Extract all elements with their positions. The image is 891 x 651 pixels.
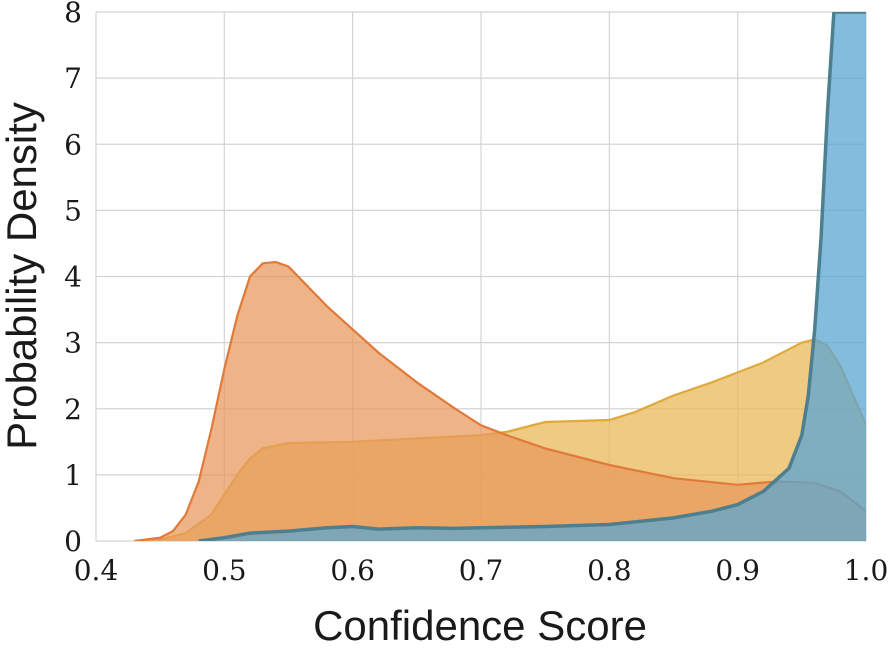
y-tick-label: 8 [64,0,82,29]
x-tick-label: 0.6 [330,554,375,587]
density-area-2 [134,262,866,541]
x-tick-label: 0.7 [459,554,504,587]
y-tick-label: 1 [64,459,82,492]
y-tick-label: 6 [64,128,82,161]
y-tick-label: 2 [64,393,82,426]
y-tick-label: 4 [64,261,82,294]
y-tick-label: 0 [64,525,82,558]
y-tick-label: 5 [64,194,82,227]
x-tick-label: 0.9 [715,554,760,587]
grid [95,11,867,542]
tick-labels: 0.4 0.5 0.6 0.7 0.8 0.9 1.0 0 1 2 3 4 5 6 7 8 [64,0,888,587]
y-tick-label: 3 [64,327,82,360]
x-tick-label: 0.5 [202,554,247,587]
x-axis-label: Confidence Score [313,602,647,649]
y-tick-label: 7 [64,62,82,95]
density-line-2 [134,260,866,541]
y-axis-label: Probability Density [0,102,45,450]
density-area-3 [198,12,866,541]
density-line-3 [198,12,866,541]
x-tick-label: 0.8 [587,554,632,587]
series-layer [134,12,866,541]
x-tick-label: 1.0 [844,554,889,587]
x-tick-label: 0.4 [74,554,119,587]
